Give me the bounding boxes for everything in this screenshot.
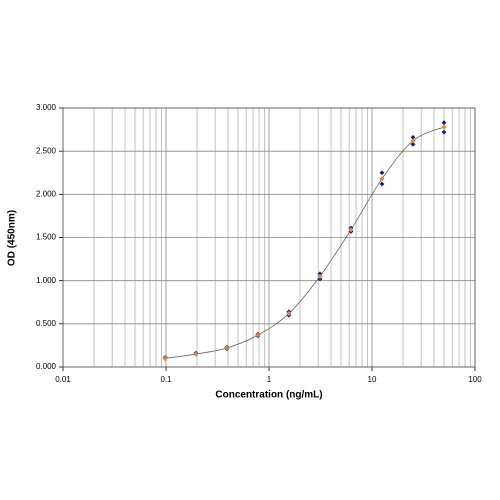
mean-point xyxy=(317,273,323,279)
x-tick-label: 0.1 xyxy=(160,375,172,384)
replicate-point xyxy=(379,170,385,176)
fit-curve xyxy=(165,126,445,359)
replicate-point xyxy=(441,120,447,126)
y-tick-label: 1.000 xyxy=(36,276,57,285)
mean-point xyxy=(410,138,416,144)
mean-point xyxy=(193,351,199,357)
y-tick-label: 0.000 xyxy=(36,362,57,371)
y-tick-label: 2.000 xyxy=(36,189,57,198)
replicate-point xyxy=(379,181,385,187)
x-tick-label: 0.01 xyxy=(55,375,71,384)
x-tick-label: 1 xyxy=(267,375,272,384)
replicate-point xyxy=(441,129,447,135)
plot-frame xyxy=(62,107,476,368)
y-axis-label: OD (450nm) xyxy=(7,210,18,266)
replicate-point xyxy=(410,134,416,140)
mean-point xyxy=(348,227,354,233)
mean-point xyxy=(255,332,261,338)
y-tick-label: 1.500 xyxy=(36,233,57,242)
mean-point xyxy=(379,176,385,182)
replicate-point xyxy=(410,141,416,147)
y-tick-label: 2.500 xyxy=(36,146,57,155)
x-axis-label: Concentration (ng/mL) xyxy=(215,390,322,401)
mean-point xyxy=(286,310,292,317)
y-tick-label: 3.000 xyxy=(36,103,57,112)
x-tick-label: 10 xyxy=(368,375,377,384)
mean-point xyxy=(441,124,447,130)
y-tick-label: 0.500 xyxy=(36,319,57,328)
x-tick-label: 100 xyxy=(468,375,482,384)
mean-point xyxy=(162,355,168,361)
mean-point xyxy=(224,345,230,351)
